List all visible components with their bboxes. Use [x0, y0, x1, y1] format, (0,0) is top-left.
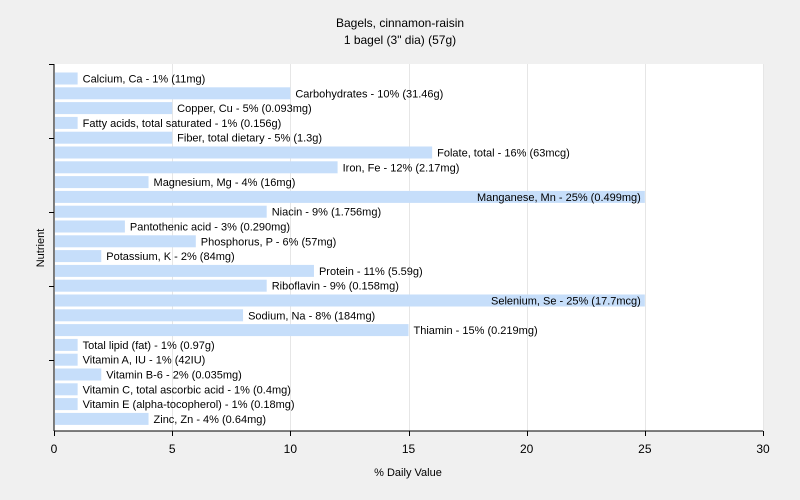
bar — [55, 235, 196, 248]
bar — [55, 176, 149, 189]
bar-label: Fiber, total dietary - 5% (1.3g) — [177, 133, 322, 145]
bar-label: Vitamin B-6 - 2% (0.035mg) — [106, 370, 242, 382]
bar — [55, 72, 78, 85]
bar-label: Selenium, Se - 25% (17.7mcg) — [491, 296, 641, 308]
y-axis-ticks — [49, 64, 54, 361]
bar-labels-group: Calcium, Ca - 1% (11mg) Carbohydrates - 1… — [83, 74, 641, 426]
bar — [55, 309, 244, 322]
bar — [55, 368, 102, 381]
bar-label: Vitamin A, IU - 1% (42IU) — [83, 355, 206, 367]
x-tick-label: 25 — [638, 442, 652, 456]
x-axis-title: % Daily Value — [374, 467, 442, 479]
x-tick-label: 10 — [284, 442, 298, 456]
bar-label: Niacin - 9% (1.756mg) — [272, 207, 381, 219]
bar — [55, 250, 102, 263]
bar — [55, 205, 267, 218]
bar-label: Sodium, Na - 8% (184mg) — [248, 310, 375, 322]
bar — [55, 412, 149, 425]
bar-label: Fatty acids, total saturated - 1% (0.156… — [83, 118, 282, 130]
bar-label: Manganese, Mn - 25% (0.499mg) — [477, 192, 641, 204]
bar — [55, 338, 78, 351]
bar — [55, 220, 125, 233]
bar — [55, 102, 173, 115]
bar-label: Vitamin C, total ascorbic acid - 1% (0.4… — [83, 384, 291, 396]
bar-label: Magnesium, Mg - 4% (16mg) — [154, 177, 296, 189]
bar — [55, 190, 645, 203]
bar-label: Phosphorus, P - 6% (57mg) — [201, 236, 337, 248]
bar — [55, 383, 78, 396]
bar-label: Zinc, Zn - 4% (0.64mg) — [154, 414, 266, 426]
bar-label: Folate, total - 16% (63mcg) — [437, 148, 570, 160]
x-tick-label: 5 — [169, 442, 176, 456]
bar-label: Thiamin - 15% (0.219mg) — [414, 325, 538, 337]
x-tick-label: 30 — [756, 442, 770, 456]
bar — [55, 294, 645, 307]
bar — [55, 131, 173, 144]
bar-label: Potassium, K - 2% (84mg) — [106, 251, 234, 263]
bar — [55, 264, 314, 277]
bar-label: Protein - 11% (5.59g) — [319, 266, 423, 278]
bar-label: Vitamin E (alpha-tocopherol) - 1% (0.18m… — [83, 399, 295, 411]
bar-label: Copper, Cu - 5% (0.093mg) — [177, 103, 312, 115]
bar — [55, 146, 433, 159]
bar — [55, 161, 338, 174]
bar — [55, 324, 409, 337]
x-tick-label: 20 — [520, 442, 534, 456]
x-axis-ticks: 0 5 10 15 20 25 30 — [51, 431, 770, 456]
x-tick-label: 15 — [402, 442, 416, 456]
x-tick-label: 0 — [51, 442, 58, 456]
gridlines — [172, 64, 764, 431]
bar-label: Carbohydrates - 10% (31.46g) — [295, 88, 443, 100]
y-axis-title: Nutrient — [35, 229, 47, 268]
bar — [55, 279, 267, 292]
bar-label: Riboflavin - 9% (0.158mg) — [272, 281, 399, 293]
bar — [55, 398, 78, 411]
bar — [55, 87, 291, 100]
bar-label: Iron, Fe - 12% (2.17mg) — [343, 162, 460, 174]
bar-label: Total lipid (fat) - 1% (0.97g) — [83, 340, 215, 352]
bar — [55, 116, 78, 129]
chart-subtitle: 1 bagel (3" dia) (57g) — [344, 33, 456, 47]
chart-title: Bagels, cinnamon-raisin — [336, 16, 464, 30]
bar-label: Calcium, Ca - 1% (11mg) — [83, 74, 206, 86]
bar — [55, 353, 78, 366]
bars-group — [55, 72, 645, 425]
bar-label: Pantothenic acid - 3% (0.290mg) — [130, 222, 290, 234]
